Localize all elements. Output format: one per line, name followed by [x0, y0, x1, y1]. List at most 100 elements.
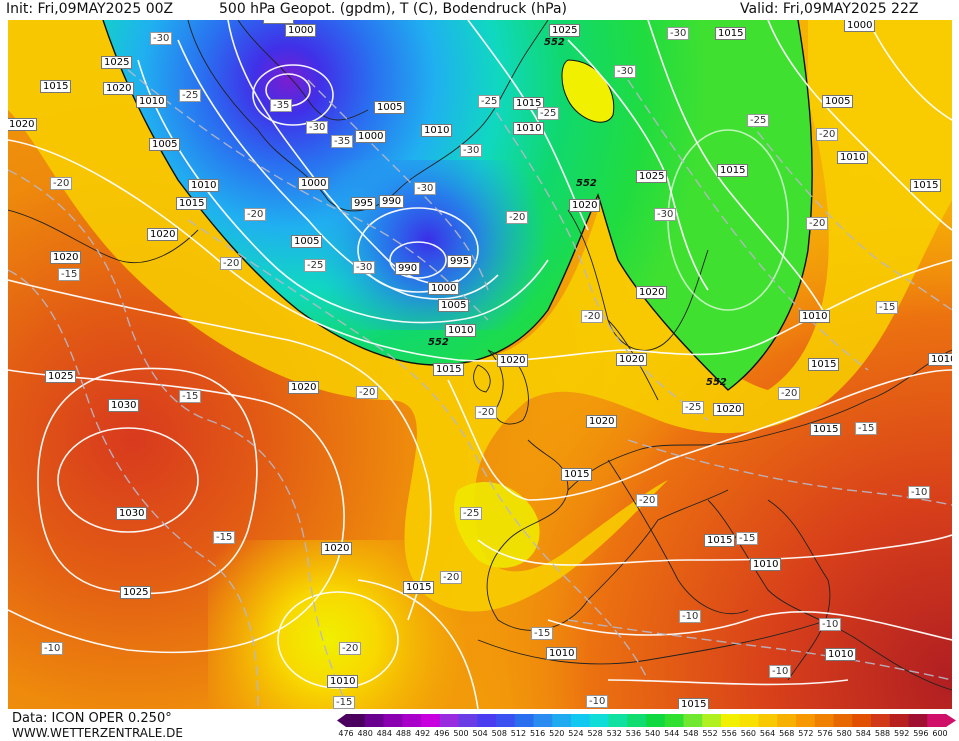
- pressure-label: 1025: [120, 586, 152, 599]
- pressure-label: 1015: [717, 164, 749, 177]
- map-header: Init: Fri,09MAY2025 00Z 500 hPa Geopot. …: [0, 0, 959, 20]
- map-title: 500 hPa Geopot. (gpdm), T (C), Bodendruc…: [219, 1, 567, 17]
- pressure-label: 1015: [715, 27, 747, 40]
- colorbar-segment: [364, 714, 384, 727]
- pressure-label: 1015: [176, 197, 208, 210]
- pressure-label: 1020: [497, 354, 529, 367]
- colorbar-min-arrow: [337, 714, 346, 727]
- colorbar-tick-label: 480: [357, 729, 373, 738]
- pressure-label: 1015: [40, 80, 72, 93]
- colorbar-segment: [458, 714, 478, 727]
- weather-map[interactable]: 1005100010251015100010251015102010101005…: [8, 20, 952, 709]
- colorbar-tick-label: 512: [510, 729, 527, 738]
- temperature-label: -30: [306, 121, 329, 134]
- website-link[interactable]: WWW.WETTERZENTRALE.DE: [12, 726, 183, 740]
- pressure-label: 1010: [327, 675, 359, 688]
- pressure-label: 995: [351, 197, 377, 210]
- pressure-label: 1025: [101, 56, 133, 69]
- pressure-label: 1020: [147, 228, 179, 241]
- temperature-label: -30: [150, 32, 173, 45]
- temperature-label: -35: [331, 135, 354, 148]
- field-layer: [8, 20, 952, 709]
- colorbar-tick-label: 504: [472, 729, 488, 738]
- pressure-label: 1010: [445, 324, 477, 337]
- colorbar-segment: [852, 714, 872, 727]
- colorbar-segment: [421, 714, 441, 727]
- temperature-label: -25: [537, 107, 560, 120]
- colorbar-tick-label: 492: [415, 729, 431, 738]
- pressure-label: 1020: [103, 82, 135, 95]
- temperature-label: -15: [213, 531, 236, 544]
- pressure-label: 1000: [285, 24, 317, 37]
- temperature-label: -20: [220, 257, 243, 270]
- colorbar-segment: [927, 714, 947, 727]
- pressure-label: 1015: [513, 97, 545, 110]
- pressure-label: 1005: [149, 138, 181, 151]
- colorbar-tick-label: 540: [644, 729, 661, 738]
- colorbar-segment: [402, 714, 422, 727]
- temperature-label: -15: [179, 390, 202, 403]
- pressure-label: 1025: [549, 24, 581, 37]
- pressure-label: 1020: [713, 403, 745, 416]
- geopotential-label: 552: [544, 37, 565, 48]
- pressure-label: 1020: [8, 118, 38, 131]
- colorbar-max-arrow: [946, 714, 956, 727]
- temperature-label: -10: [769, 665, 792, 678]
- temperature-label: -25: [682, 401, 705, 414]
- geopotential-label: 552: [706, 377, 727, 388]
- pressure-label: 1005: [438, 299, 470, 312]
- temperature-label: -20: [244, 208, 267, 221]
- pressure-label: 1005: [263, 20, 295, 24]
- colorbar-segment: [796, 714, 816, 727]
- colorbar-tick-label: 572: [798, 729, 814, 738]
- colorbar-tick-label: 524: [568, 729, 584, 738]
- pressure-label: 1025: [45, 370, 77, 383]
- temperature-label: -35: [270, 99, 293, 112]
- colorbar-ticks: 476 480 484 488 492 496 500 504 508 512 516 520 524 5…: [338, 729, 948, 741]
- pressure-label: 1005: [374, 101, 406, 114]
- pressure-label: 990: [395, 262, 421, 275]
- colorbar-segment: [608, 714, 628, 727]
- colorbar-segment: [589, 714, 609, 727]
- colorbar-segment: [889, 714, 909, 727]
- pressure-label: 1020: [616, 353, 648, 366]
- colorbar-segment: [533, 714, 553, 727]
- colorbar-tick-label: 600: [932, 729, 948, 738]
- colorbar-tick-label: 500: [453, 729, 469, 738]
- colorbar-tick-label: 508: [491, 729, 507, 738]
- temperature-label: -10: [679, 610, 702, 623]
- geopotential-label: 552: [428, 337, 449, 348]
- temperature-label: -20: [806, 217, 829, 230]
- temperature-label: -20: [339, 642, 362, 655]
- pressure-label: 1015: [561, 468, 593, 481]
- colorbar-segment: [814, 714, 834, 727]
- pressure-label: 1010: [513, 122, 545, 135]
- temperature-label: -30: [667, 27, 690, 40]
- colorbar-segment: [552, 714, 572, 727]
- temperature-label: -15: [333, 696, 356, 709]
- colorbar-tick-label: 516: [529, 729, 546, 738]
- colorbar-tick-label: 536: [625, 729, 642, 738]
- colorbar-tick-label: 556: [721, 729, 737, 738]
- pressure-label: 1020: [569, 199, 601, 212]
- temperature-label: -25: [179, 89, 202, 102]
- colorbar-tick-label: 584: [855, 729, 871, 738]
- temperature-label: -10: [819, 618, 842, 631]
- colorbar-segment: [758, 714, 778, 727]
- pressure-label: 1000: [844, 20, 876, 32]
- pressure-label: 1020: [636, 286, 668, 299]
- temperature-label: -30: [353, 261, 376, 274]
- temperature-label: -20: [506, 211, 529, 224]
- colorbar-tick-label: 484: [376, 729, 392, 738]
- data-source: Data: ICON OPER 0.250°: [12, 711, 172, 726]
- colorbar-segment: [346, 714, 366, 727]
- temperature-label: -25: [478, 95, 501, 108]
- colorbar-segment: [571, 714, 591, 727]
- colorbar-segment: [721, 714, 741, 727]
- colorbar-segment: [477, 714, 497, 727]
- pressure-label: 1020: [288, 381, 320, 394]
- temperature-label: -30: [414, 182, 437, 195]
- pressure-label: 1015: [910, 179, 942, 192]
- pressure-label: 1020: [321, 542, 353, 555]
- temperature-label: -10: [586, 695, 609, 708]
